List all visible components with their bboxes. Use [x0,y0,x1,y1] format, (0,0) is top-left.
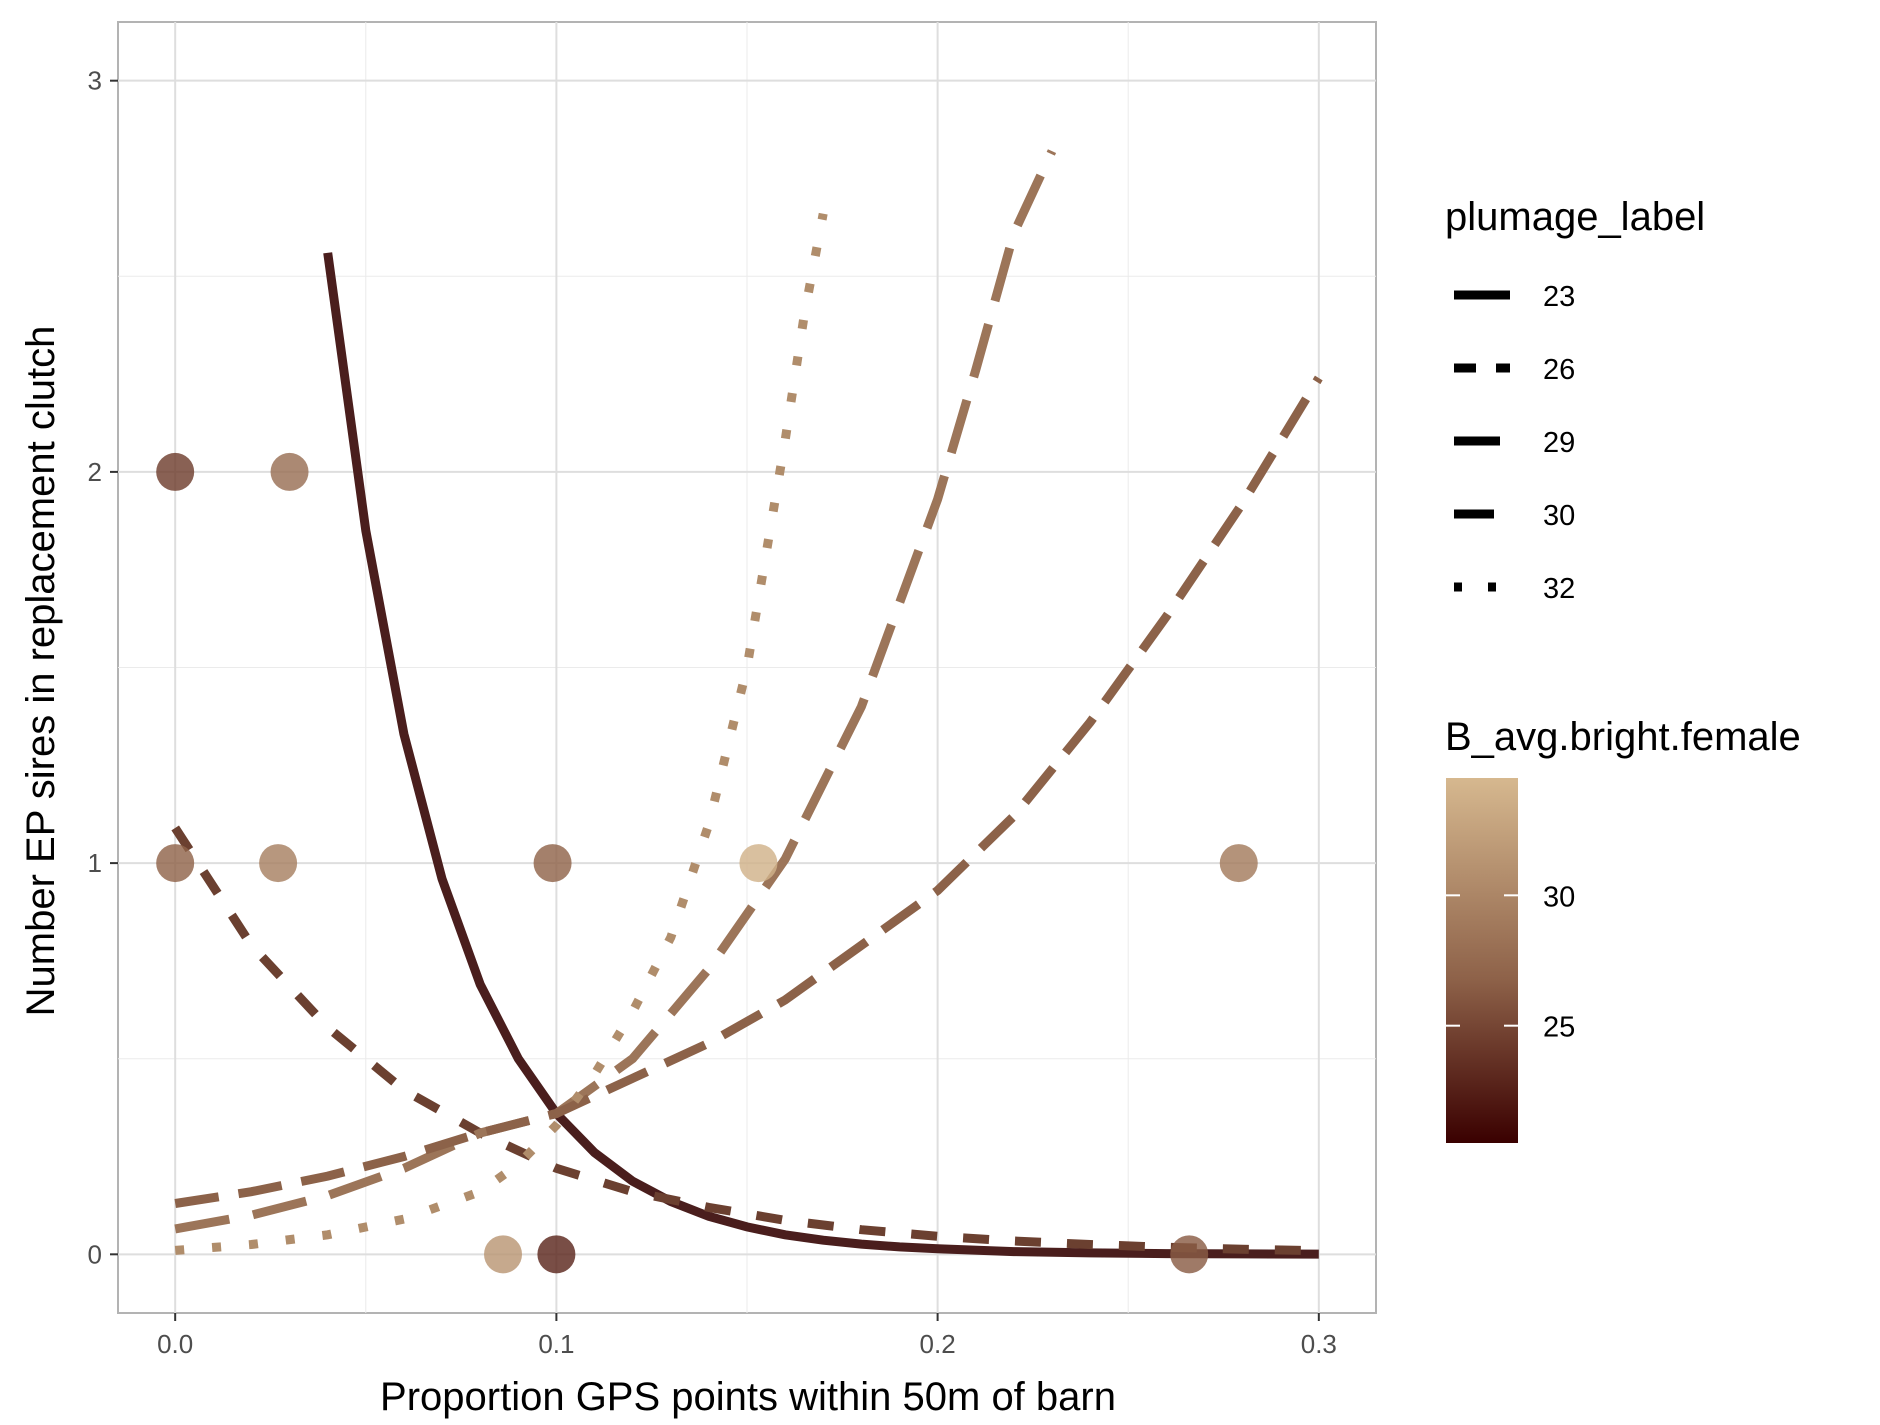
y-axis: 0 1 2 3 [88,66,118,1269]
legend-label-32: 32 [1543,573,1575,605]
gridlines [118,22,1376,1313]
data-point [259,844,298,883]
data-point [1219,844,1258,883]
x-axis: 0.0 0.1 0.2 0.3 [157,1313,1337,1359]
colorbar [1446,778,1518,1143]
x-axis-title: Proportion GPS points within 50m of barn [380,1375,1116,1419]
y-tick-label: 1 [88,848,102,878]
series-line-26 [171,825,1319,1256]
x-tick-label: 0.3 [1301,1329,1337,1359]
legend-label-26: 26 [1543,354,1575,386]
data-point [270,452,309,491]
series-line-23 [323,252,1319,1259]
color-legend-title: B_avg.bright.female [1445,715,1801,759]
linetype-legend-title: plumage_label [1445,195,1705,239]
data-point [739,844,778,883]
data-point [533,844,572,883]
data-point [156,452,195,491]
linetype-legend: plumage_label 23 26 29 30 32 [1445,195,1705,605]
color-legend: B_avg.bright.female 25 30 [1445,715,1801,1143]
x-tick-label: 0.1 [538,1329,574,1359]
data-point [156,844,195,883]
colorbar-tick-label: 30 [1543,881,1575,913]
series-line-30 [174,375,1323,1208]
data-point [537,1235,576,1274]
legend-label-23: 23 [1543,281,1575,313]
legend-label-29: 29 [1543,427,1575,459]
colorbar-tick-label: 25 [1543,1012,1575,1044]
series-lines [171,149,1323,1259]
data-point [484,1235,523,1274]
y-axis-title: Number EP sires in replacement clutch [19,326,63,1017]
legend-label-30: 30 [1543,500,1575,532]
y-tick-label: 0 [88,1239,102,1269]
y-tick-label: 3 [88,66,102,96]
y-tick-label: 2 [88,457,102,487]
series-line-29 [174,149,1057,1234]
data-point [1170,1235,1209,1274]
x-tick-label: 0.2 [920,1329,956,1359]
data-points [156,452,1258,1274]
x-tick-label: 0.0 [157,1329,193,1359]
